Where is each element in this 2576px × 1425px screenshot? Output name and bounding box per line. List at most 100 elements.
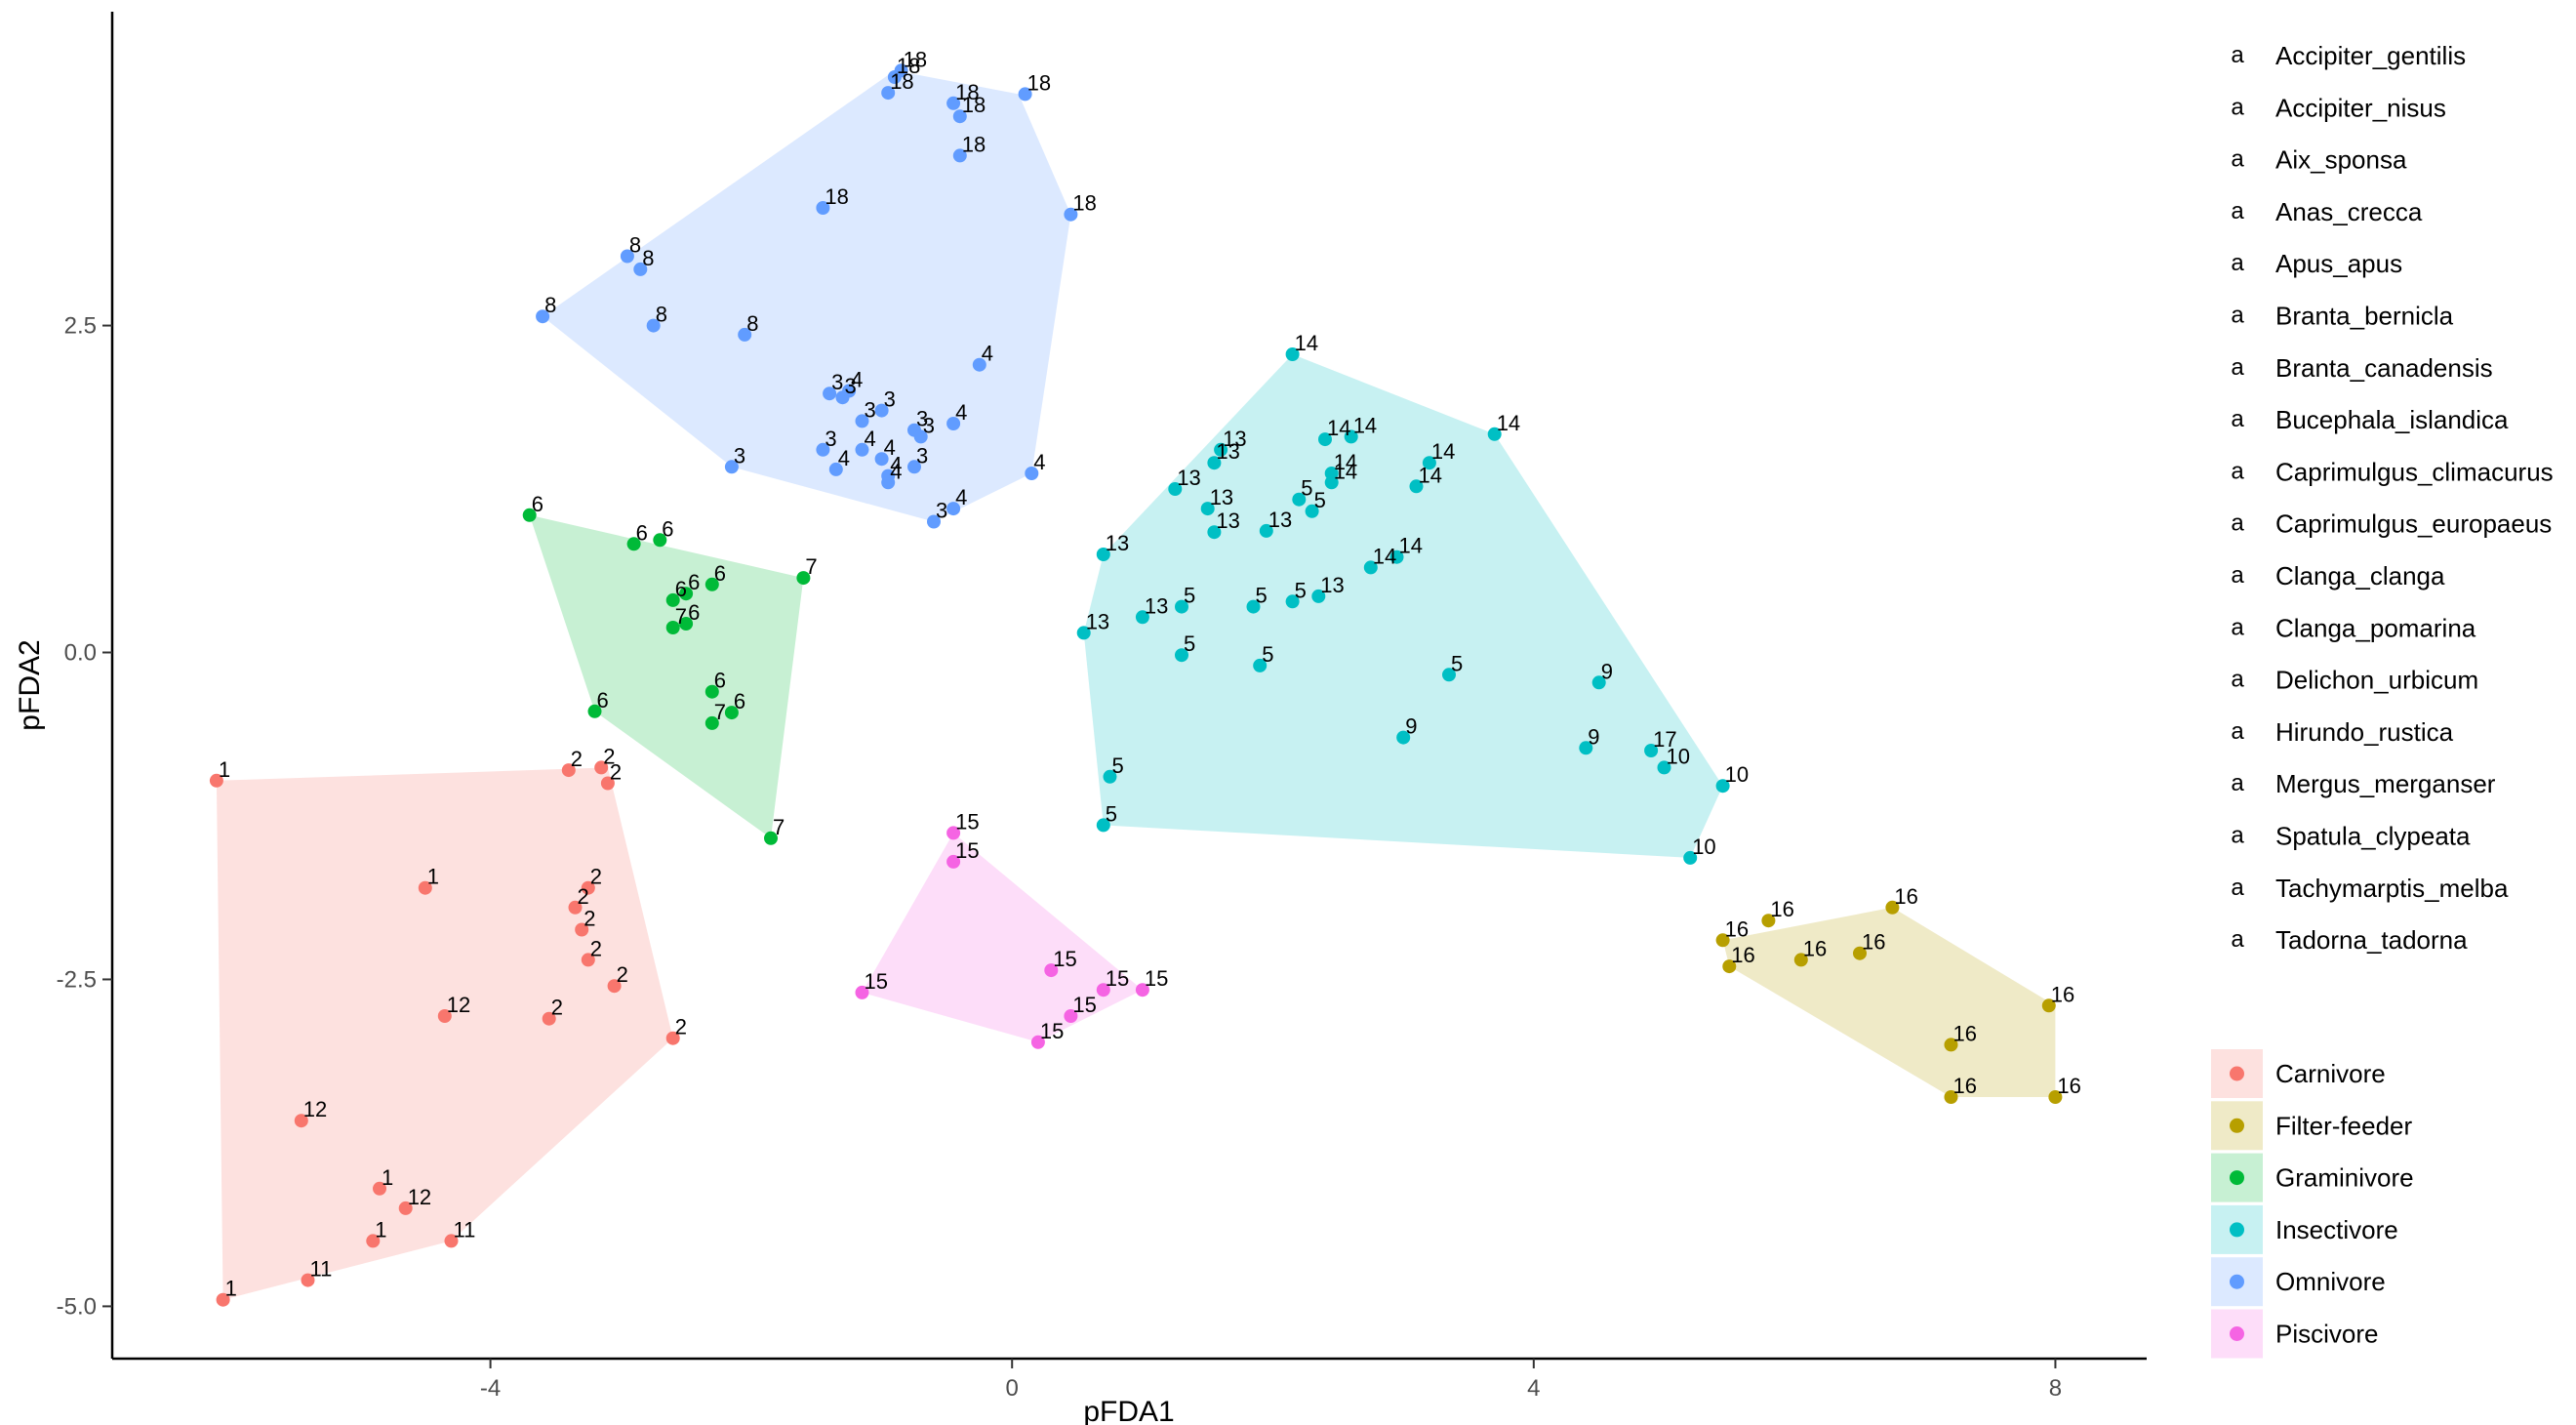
point-filter-feeder: [1722, 959, 1737, 974]
point-omnivore: [633, 262, 648, 276]
point-piscivore: [855, 985, 869, 999]
species-legend-label: Tadorna_tadorna: [2275, 925, 2468, 955]
point-carnivore: [209, 773, 223, 788]
point-omnivore: [842, 384, 857, 398]
point-label: 14: [1431, 439, 1455, 464]
point-insectivore: [1214, 442, 1228, 457]
point-insectivore: [1096, 818, 1110, 833]
point-label: 3: [734, 443, 745, 468]
species-legend-key: a: [2231, 146, 2244, 173]
point-label: 6: [688, 600, 700, 625]
species-legend-key: a: [2231, 42, 2244, 68]
point-label: 11: [310, 1257, 333, 1282]
hull-piscivore: [862, 833, 1143, 1042]
point-insectivore: [1305, 504, 1319, 518]
point-label: 3: [923, 413, 935, 437]
point-filter-feeder: [1944, 1038, 1958, 1052]
point-label: 16: [1862, 930, 1885, 955]
point-insectivore: [1292, 492, 1307, 507]
point-piscivore: [946, 826, 961, 840]
category-legend-label: Filter-feeder: [2275, 1111, 2412, 1140]
species-legend-key: a: [2231, 614, 2244, 640]
point-omnivore: [738, 327, 752, 342]
point-label: 18: [955, 80, 979, 104]
point-insectivore: [1285, 347, 1300, 361]
point-label: 6: [714, 561, 726, 586]
point-insectivore: [1103, 769, 1117, 784]
point-omnivore: [536, 309, 550, 324]
point-label: 3: [884, 387, 896, 412]
point-label: 1: [382, 1165, 393, 1190]
point-label: 5: [1256, 584, 1268, 608]
point-omnivore: [952, 109, 967, 124]
point-label: 18: [890, 69, 913, 94]
point-carnivore: [294, 1114, 308, 1128]
species-legend-label: Clanga_pomarina: [2275, 613, 2476, 642]
hull-layer: [216, 70, 2056, 1300]
species-legend-label: Branta_canadensis: [2275, 353, 2493, 383]
point-omnivore: [894, 63, 908, 78]
point-label: 2: [551, 996, 563, 1020]
point-label: 4: [955, 485, 967, 509]
point-label: 7: [675, 604, 687, 629]
point-graminivore: [522, 508, 537, 522]
point-label: 2: [603, 744, 615, 768]
point-graminivore: [587, 704, 602, 718]
point-carnivore: [561, 763, 576, 778]
point-label: 13: [1320, 573, 1344, 597]
point-label: 6: [636, 520, 648, 545]
point-label: 13: [1210, 485, 1233, 509]
point-label: 14: [1419, 463, 1442, 487]
category-legend-label: Piscivore: [2275, 1320, 2378, 1349]
point-carnivore: [216, 1292, 230, 1307]
point-piscivore: [1064, 1009, 1078, 1023]
point-omnivore: [646, 318, 661, 333]
point-label: 1: [427, 865, 439, 889]
point-label: 8: [629, 233, 641, 258]
point-label: 2: [571, 747, 583, 771]
point-label: 14: [1334, 459, 1357, 483]
point-filter-feeder: [2048, 1090, 2063, 1104]
point-label: 5: [1314, 488, 1326, 512]
y-tick-label: -2.5: [57, 966, 97, 993]
point-omnivore: [855, 442, 869, 457]
point-label: 1: [225, 1277, 237, 1301]
species-legend-label: Hirundo_rustica: [2275, 717, 2454, 747]
point-omnivore: [952, 148, 967, 163]
point-insectivore: [1389, 550, 1404, 564]
point-filter-feeder: [1793, 953, 1808, 967]
x-tick-label: 0: [1006, 1375, 1019, 1402]
species-legend-key: a: [2231, 354, 2244, 381]
species-legend-label: Mergus_merganser: [2275, 769, 2496, 798]
point-label: 2: [584, 907, 595, 931]
point-graminivore: [665, 592, 680, 607]
point-filter-feeder: [1885, 900, 1900, 915]
point-label: 8: [544, 293, 556, 317]
x-axis-title: pFDA1: [1083, 1396, 1174, 1425]
x-tick-label: 8: [2049, 1375, 2062, 1402]
point-piscivore: [946, 854, 961, 869]
point-omnivore: [823, 387, 837, 401]
point-insectivore: [1285, 594, 1300, 609]
point-insectivore: [1076, 626, 1091, 640]
point-label: 3: [825, 427, 836, 451]
point-label: 16: [2057, 1074, 2080, 1098]
point-label: 16: [1803, 936, 1827, 960]
point-graminivore: [796, 571, 811, 586]
point-label: 14: [1327, 416, 1350, 440]
point-omnivore: [927, 514, 941, 529]
species-legend-key: a: [2231, 303, 2244, 329]
point-label: 15: [955, 809, 979, 834]
point-carnivore: [600, 776, 615, 791]
category-legend-dot: [2230, 1326, 2244, 1341]
point-insectivore: [1096, 548, 1110, 561]
point-insectivore: [1311, 589, 1326, 603]
point-label: 18: [1027, 70, 1051, 95]
point-carnivore: [594, 760, 609, 775]
species-legend-key: a: [2231, 198, 2244, 224]
point-label: 10: [1692, 835, 1715, 859]
point-insectivore: [1363, 560, 1378, 575]
point-label: 16: [1953, 1074, 1977, 1098]
species-legend-label: Bucephala_islandica: [2275, 405, 2509, 434]
